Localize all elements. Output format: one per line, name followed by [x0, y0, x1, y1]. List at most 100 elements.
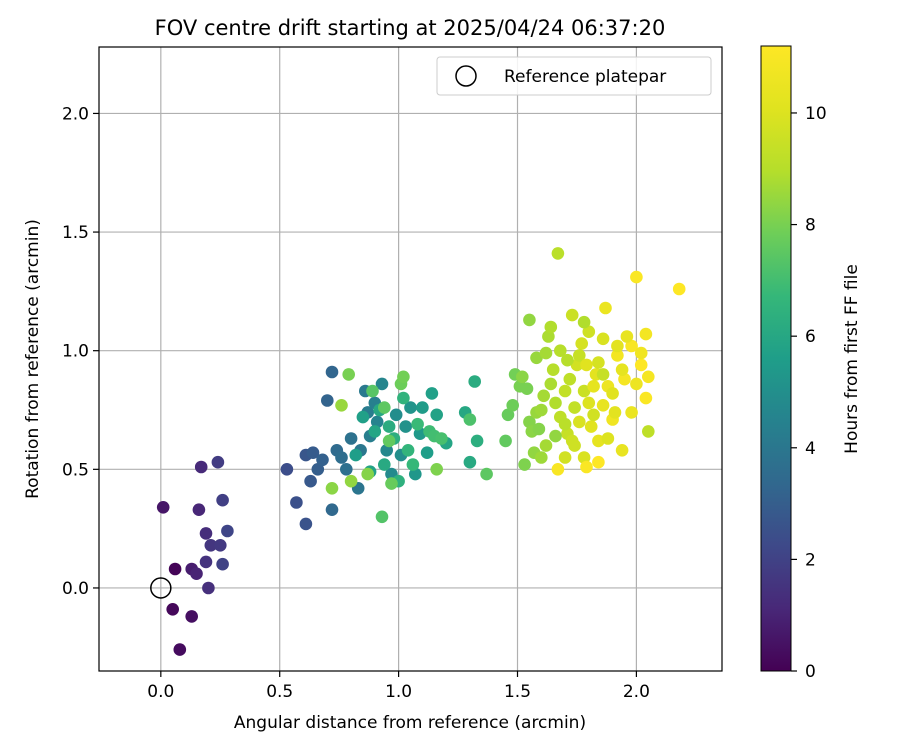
plot-frame [98, 46, 723, 672]
y-tick-label: 0.0 [62, 579, 89, 599]
y-tick-label: 0.5 [62, 460, 89, 480]
data-point [409, 467, 422, 481]
data-point [577, 384, 591, 398]
data-point [356, 410, 370, 424]
data-point [551, 247, 565, 260]
data-point [420, 446, 434, 460]
data-point [625, 339, 638, 353]
data-point [565, 434, 579, 448]
data-point [366, 384, 379, 398]
data-point [204, 539, 218, 552]
data-point [468, 375, 482, 388]
data-points [156, 247, 686, 656]
data-point [558, 384, 572, 398]
data-point [582, 325, 596, 339]
data-point [413, 427, 427, 441]
data-point [573, 415, 586, 429]
data-point [385, 477, 398, 490]
data-point [672, 282, 686, 296]
data-point [321, 394, 334, 407]
data-point [587, 380, 600, 393]
y-axis: 0.0 0.5 1.0 1.5 2.0 [62, 104, 99, 599]
data-point [587, 408, 600, 422]
data-point [558, 451, 572, 464]
colorbar-tick-label: 10 [805, 104, 827, 124]
data-point [349, 448, 363, 462]
data-point [592, 434, 605, 448]
x-tick-label: 1.5 [504, 682, 531, 702]
data-point [539, 346, 553, 360]
y-tick-label: 2.0 [62, 104, 89, 124]
legend-box [436, 56, 712, 96]
data-point [430, 408, 444, 422]
data-point [416, 401, 429, 414]
data-point [523, 313, 536, 327]
colorbar-tick-label: 0 [805, 662, 816, 682]
data-point [611, 339, 624, 353]
data-point [568, 401, 581, 414]
colorbar-tick-label: 6 [805, 327, 816, 347]
data-point [596, 368, 610, 381]
data-point [634, 346, 648, 360]
data-point [565, 308, 579, 322]
data-point [375, 377, 389, 391]
data-point [601, 432, 615, 445]
data-point [630, 377, 643, 391]
data-point [611, 349, 624, 362]
data-point [625, 406, 638, 419]
data-point [340, 463, 353, 476]
data-point [306, 446, 320, 460]
data-point [558, 417, 572, 431]
data-point [430, 463, 444, 476]
data-point [606, 387, 619, 400]
data-point [199, 527, 213, 540]
data-point [580, 460, 593, 474]
x-tick-label: 0.5 [266, 682, 293, 702]
data-point [520, 382, 534, 396]
data-point [463, 413, 477, 426]
data-point [344, 432, 358, 445]
data-point [535, 403, 548, 417]
data-point [325, 365, 339, 379]
colorbar-tick-label: 4 [805, 439, 816, 459]
data-point [382, 420, 396, 433]
data-point [549, 429, 562, 443]
data-point [280, 463, 294, 476]
data-point [544, 377, 558, 391]
colorbar-gradient [760, 45, 792, 672]
data-point [375, 510, 389, 524]
data-point [580, 358, 593, 372]
data-point [190, 567, 203, 580]
colorbar-label: Hours from first FF file [842, 264, 862, 454]
data-point [582, 396, 596, 410]
data-point [192, 503, 206, 516]
data-point [406, 458, 420, 471]
y-axis-label: Rotation from reference (arcmin) [23, 219, 43, 499]
data-point [554, 344, 567, 358]
data-point [551, 463, 565, 476]
data-point [342, 368, 356, 381]
colorbar-tick-label: 2 [805, 550, 816, 570]
data-point [299, 517, 313, 531]
data-point [615, 363, 629, 377]
data-point [480, 467, 493, 481]
data-point [216, 493, 229, 507]
x-tick-label: 2.0 [623, 682, 650, 702]
data-point [221, 524, 234, 538]
data-point [168, 562, 182, 576]
data-point [404, 401, 417, 414]
data-point [596, 399, 610, 412]
chart-title: FOV centre drift starting at 2025/04/24 … [155, 16, 666, 40]
data-point [166, 603, 179, 616]
data-point [530, 351, 543, 365]
colorbar-tick-label: 8 [805, 216, 816, 236]
data-point [592, 356, 605, 369]
data-point [378, 401, 391, 414]
data-point [615, 444, 629, 457]
reference-point [150, 577, 172, 599]
data-point [425, 387, 439, 400]
data-point [335, 451, 348, 464]
data-point [399, 420, 413, 433]
data-point [584, 420, 598, 433]
